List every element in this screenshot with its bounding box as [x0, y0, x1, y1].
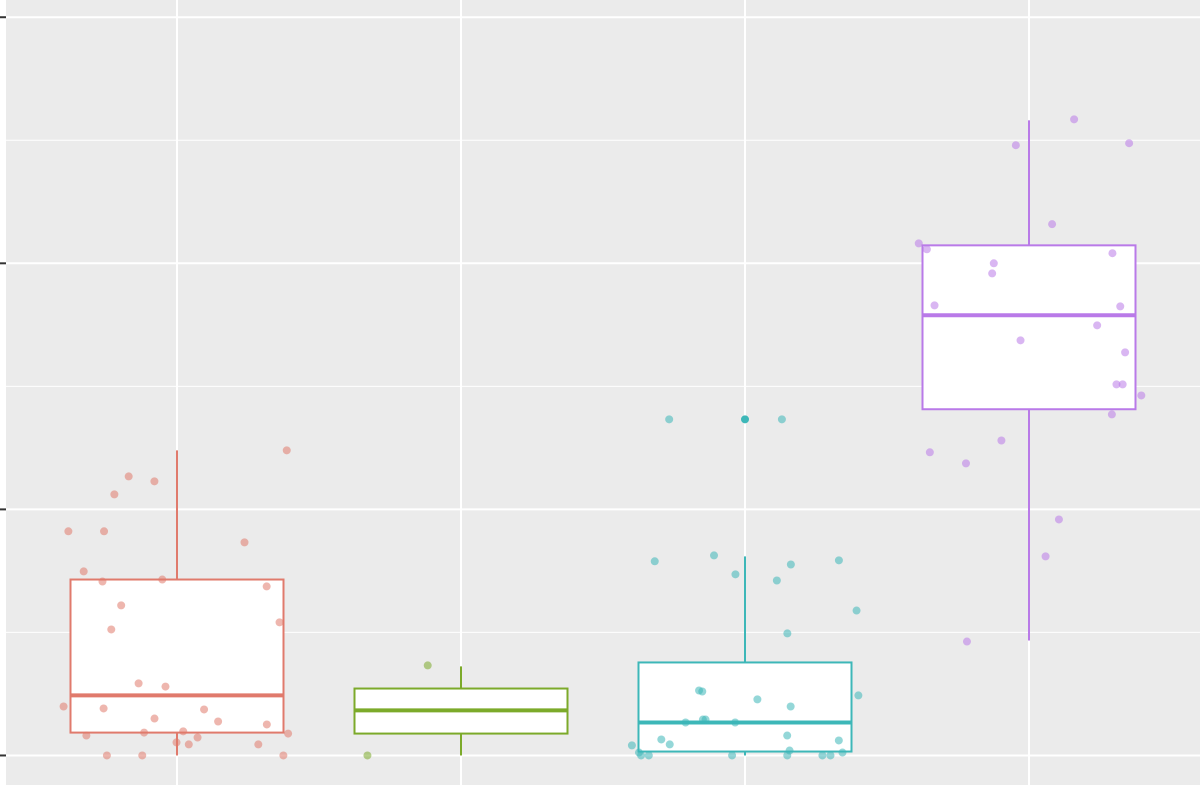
jitter-point	[1093, 321, 1102, 330]
jitter-point	[925, 448, 934, 457]
jitter-point	[852, 606, 861, 615]
jitter-point	[1107, 410, 1116, 419]
jitter-point	[637, 751, 646, 760]
jitter-point	[99, 704, 108, 713]
jitter-point	[786, 702, 795, 711]
jitter-point	[262, 720, 271, 729]
jitter-point	[110, 490, 119, 499]
jitter-point	[279, 751, 288, 760]
jitter-point	[710, 551, 719, 560]
jitter-point	[161, 682, 170, 691]
jitter-point	[783, 629, 792, 638]
jitter-point	[753, 695, 762, 704]
jitter-point	[82, 731, 91, 740]
jitter-point	[240, 538, 249, 547]
jitter-point	[158, 575, 167, 584]
jitter-point	[193, 733, 202, 742]
jitter-point	[138, 751, 147, 760]
jitter-point	[100, 527, 109, 536]
jitter-point	[627, 741, 636, 750]
outlier	[741, 415, 749, 424]
jitter-point	[102, 751, 111, 760]
jitter-point	[98, 577, 107, 586]
jitter-point	[423, 661, 432, 670]
jitter-point	[698, 687, 707, 696]
jitter-point	[107, 625, 116, 634]
jitter-point	[997, 436, 1006, 445]
jitter-point	[150, 477, 159, 486]
jitter-point	[262, 582, 271, 591]
jitter-point	[200, 705, 209, 714]
jitter-point	[657, 735, 666, 744]
jitter-point	[961, 459, 970, 468]
jitter-point	[1108, 249, 1117, 258]
jitter-point	[665, 740, 674, 749]
box	[637, 661, 853, 753]
jitter-point	[59, 702, 68, 711]
jitter-point	[1118, 380, 1127, 389]
jitter-point	[124, 472, 133, 481]
jitter-point	[140, 728, 149, 737]
jitter-point	[772, 576, 781, 585]
jitter-point	[134, 679, 143, 688]
jitter-point	[731, 718, 740, 727]
jitter-point	[989, 259, 998, 268]
jitter-point	[786, 560, 795, 569]
jitter-point	[728, 751, 737, 760]
jitter-point	[854, 691, 863, 700]
jitter-point	[1125, 139, 1134, 148]
jitter-point	[172, 738, 181, 747]
jitter-point	[1070, 115, 1079, 124]
jitter-point	[1121, 348, 1130, 357]
jitter-point	[1011, 141, 1020, 150]
jitter-point	[254, 740, 263, 749]
jitter-point	[117, 601, 126, 610]
jitter-point	[962, 637, 971, 646]
jitter-point	[214, 717, 223, 726]
jitter-point	[1048, 220, 1057, 229]
jitter-point	[914, 239, 923, 248]
jitter-point	[665, 415, 674, 424]
box	[921, 244, 1137, 411]
jitter-point	[79, 567, 88, 576]
jitter-point	[184, 740, 193, 749]
jitter-point	[731, 570, 740, 579]
jitter-point	[1112, 380, 1121, 389]
jitter-point	[1041, 552, 1050, 561]
jitter-point	[834, 556, 843, 565]
jitter-point	[644, 751, 653, 760]
jitter-point	[922, 245, 931, 254]
jitter-point	[783, 731, 792, 740]
jitter-point	[838, 748, 847, 757]
jitter-point	[150, 714, 159, 723]
jitter-point	[1054, 515, 1063, 524]
jitter-point	[179, 727, 188, 736]
jitter-point	[1137, 391, 1146, 400]
jitter-point	[783, 751, 792, 760]
jitter-point	[64, 527, 73, 536]
jitter-point	[988, 269, 997, 278]
jitter-point	[1116, 302, 1125, 311]
jitter-point	[826, 751, 835, 760]
jitter-point	[1016, 336, 1025, 345]
jitter-point	[282, 446, 291, 455]
jitter-point	[701, 715, 710, 724]
jitter-point	[650, 557, 659, 566]
jitter-point	[275, 618, 284, 627]
jitter-point	[777, 415, 786, 424]
jitter-point	[681, 718, 690, 727]
jitter-point	[930, 301, 939, 310]
jitter-point	[834, 736, 843, 745]
jitter-point	[363, 751, 372, 760]
jitter-point	[284, 729, 293, 738]
jitter-point	[818, 751, 827, 760]
